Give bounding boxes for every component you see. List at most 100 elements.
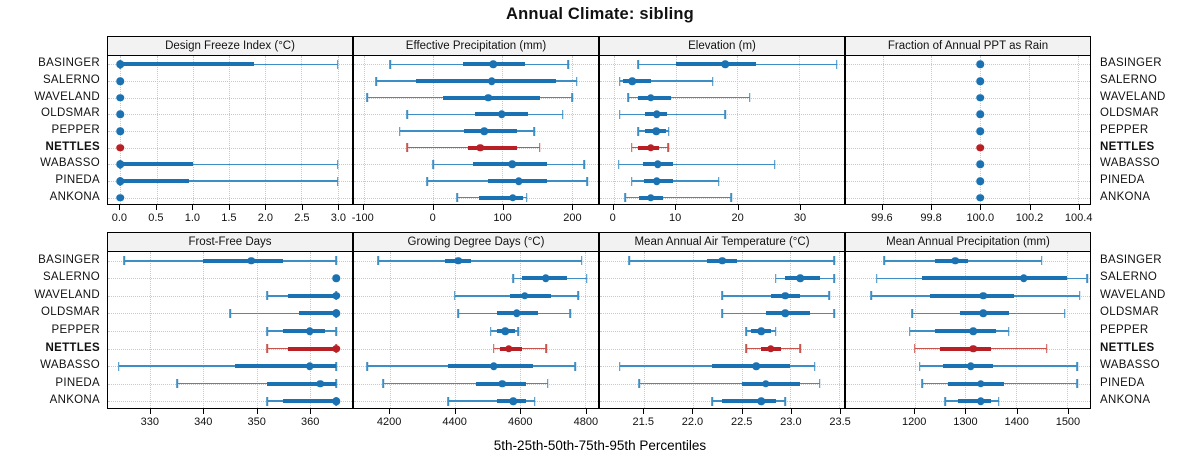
percentile-median-dot [116, 160, 125, 169]
error-bar-cap-5th [382, 379, 385, 389]
axis-tick-mark [454, 409, 456, 414]
site-label-left-pepper: PEPPER [51, 124, 100, 136]
error-bar-25-75 [929, 293, 1014, 298]
percentile-median-dot [969, 344, 977, 353]
gridline-vertical [337, 56, 339, 204]
axis-tick-label: 340 [194, 416, 213, 428]
axis-tick-mark [256, 409, 258, 414]
percentile-median-dot [305, 362, 314, 370]
axis-tick-label: 22.0 [681, 416, 704, 428]
percentile-median-dot [508, 193, 517, 202]
error-bar-cap-95th [546, 379, 549, 389]
error-bar-cap-5th [375, 76, 377, 86]
percentile-median-dot [976, 193, 984, 202]
axis-tick-label: 1400 [1004, 416, 1029, 428]
error-bar-25-75 [940, 346, 991, 351]
axis-tick-label: 4400 [442, 416, 467, 428]
error-bar-5-95 [919, 365, 1078, 367]
percentile-median-dot [653, 110, 661, 119]
gridline-horizontal [108, 331, 352, 332]
axis-tick-label: 4600 [508, 416, 533, 428]
site-label-left-pineda: PINEDA [55, 376, 100, 389]
percentile-median-dot [976, 143, 984, 152]
gridline-horizontal [108, 401, 352, 403]
axis-tick-mark [675, 205, 677, 210]
error-bar-25-75 [957, 399, 991, 404]
axis-tick-label: 1200 [901, 416, 927, 428]
percentile-median-dot [976, 77, 984, 85]
percentile-median-dot [979, 309, 987, 318]
gridline-vertical [389, 252, 391, 408]
gridline-horizontal [108, 197, 352, 199]
site-label-right-salerno: SALERNO [1100, 74, 1158, 86]
percentile-median-dot [757, 327, 765, 335]
error-bar-cap-95th [833, 256, 836, 266]
gridline-horizontal [600, 81, 844, 82]
percentile-median-dot [979, 292, 987, 300]
gridline-vertical [150, 252, 152, 408]
error-bar-5-95 [625, 196, 732, 199]
error-bar-cap-95th [525, 193, 528, 203]
error-bar-cap-95th [799, 344, 801, 354]
percentile-median-dot [718, 257, 726, 265]
error-bar-25-75 [922, 276, 1068, 281]
percentile-median-dot [976, 93, 984, 102]
gridline-horizontal [846, 81, 1090, 82]
gridline-horizontal [846, 131, 1090, 132]
axis-tick-mark [741, 409, 743, 414]
percentile-median-dot [116, 193, 125, 202]
site-label-left-salerno: SALERNO [42, 271, 100, 284]
gridline-vertical [675, 56, 677, 204]
axis-tick-label: 23.5 [829, 416, 851, 428]
axis-tick-label: 20 [731, 212, 744, 224]
percentile-median-dot [762, 379, 770, 388]
axis-tick-label: 1.0 [184, 212, 201, 224]
gridline-vertical [790, 252, 792, 408]
gridline-horizontal [354, 278, 598, 280]
gridline-vertical [613, 56, 615, 204]
error-bar-cap-5th [512, 273, 515, 283]
gridline-horizontal [354, 331, 598, 332]
error-bar-cap-5th [628, 256, 631, 266]
percentile-median-dot [1020, 274, 1028, 283]
gridline-horizontal [600, 348, 844, 350]
panel-header-2-1: Mean Annual Air Temperature (°C) [599, 232, 845, 252]
error-bar-cap-5th [117, 361, 120, 371]
site-label-left-wabasso: WABASSO [40, 359, 100, 372]
panel-header-2-0: Elevation (m) [599, 36, 845, 56]
error-bar-cap-5th [123, 256, 125, 266]
gridline-horizontal [846, 114, 1090, 116]
percentile-median-dot [454, 257, 462, 265]
percentile-median-dot [976, 397, 985, 405]
percentile-median-dot [976, 177, 984, 185]
error-bar-cap-95th [774, 326, 777, 336]
percentile-median-dot [332, 344, 340, 353]
plot-area-1-0 [353, 55, 599, 205]
error-bar-25-75 [235, 364, 337, 369]
error-bar-25-75 [934, 258, 968, 263]
error-bar-cap-95th [833, 308, 836, 318]
site-label-right-waveland: WAVELAND [1100, 288, 1166, 301]
axis-tick-mark [149, 409, 151, 414]
panel-header-1-1: Growing Degree Days (°C) [353, 232, 599, 252]
axis-tick-mark [1067, 409, 1069, 414]
error-bar-cap-5th [266, 344, 268, 354]
error-bar-25-75 [267, 381, 337, 386]
error-bar-cap-95th [1076, 379, 1079, 389]
gridline-horizontal [600, 131, 844, 132]
site-label-left-salerno: SALERNO [42, 74, 100, 86]
gridline-vertical [584, 252, 586, 408]
axis-tick-label: 330 [140, 416, 159, 428]
panel-header-0-0: Design Freeze Index (°C) [107, 36, 353, 56]
percentile-median-dot [116, 77, 125, 85]
error-bar-25-75 [622, 79, 651, 83]
error-bar-cap-95th [828, 291, 831, 301]
gridline-horizontal [846, 97, 1090, 99]
axis-tick-mark [203, 409, 205, 414]
site-label-right-oldsmar: OLDSMAR [1100, 306, 1159, 319]
gridline-vertical [799, 56, 801, 204]
gridline-vertical [1029, 56, 1030, 204]
gridline-vertical [1067, 252, 1069, 408]
error-bar-cap-5th [883, 256, 885, 266]
error-bar-cap-95th [533, 396, 536, 406]
